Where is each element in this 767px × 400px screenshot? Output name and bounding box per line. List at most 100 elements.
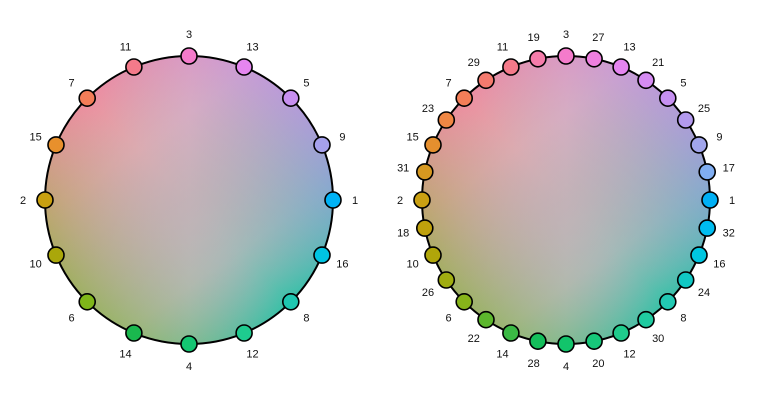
node-dot-9 (313, 136, 331, 154)
color-wheel-right: 1 32 16 24 8 30 12 20 4 28 14 22 6 26 10 18 2 31 15 23 7 29 11… (397, 29, 735, 373)
node-dot-4 (180, 335, 198, 353)
node-label: 15 (29, 132, 41, 144)
node-label: 28 (527, 358, 539, 370)
node-label: 30 (652, 333, 664, 345)
node-label: 2 (397, 195, 403, 207)
node-dot-3 (180, 47, 198, 65)
node-dot-25 (676, 111, 695, 129)
node-dot-17 (698, 163, 717, 181)
node-dot-11 (125, 58, 143, 76)
node-label: 1 (729, 195, 735, 207)
node-dot-6 (455, 292, 474, 311)
node-dot-15 (47, 136, 65, 154)
node-dot-16 (313, 246, 331, 264)
node-label: 16 (336, 259, 348, 271)
node-label: 26 (422, 287, 434, 299)
node-label: 21 (652, 57, 664, 69)
node-label: 14 (119, 348, 131, 360)
node-dot-2 (36, 191, 54, 209)
node-dot-14 (502, 324, 520, 342)
node-label: 23 (422, 103, 434, 115)
node-dot-1 (701, 191, 719, 209)
node-label: 7 (69, 78, 75, 90)
node-label: 14 (496, 348, 508, 360)
node-label: 6 (69, 312, 75, 324)
node-dot-31 (415, 163, 434, 181)
node-label: 8 (303, 312, 309, 324)
node-label: 1 (352, 195, 358, 207)
node-label: 5 (303, 78, 309, 90)
node-dot-24 (676, 271, 695, 289)
node-dot-10 (47, 246, 65, 264)
node-dot-8 (281, 292, 300, 311)
node-label: 9 (716, 132, 722, 144)
node-label: 17 (723, 163, 735, 175)
node-dot-12 (235, 324, 253, 342)
node-dot-16 (690, 246, 708, 264)
node-dot-28 (529, 332, 547, 351)
node-dot-3 (557, 47, 575, 65)
node-dot-12 (612, 324, 630, 342)
node-dot-23 (437, 111, 456, 129)
node-label: 31 (397, 163, 409, 175)
node-dot-5 (658, 89, 677, 107)
node-label: 27 (592, 32, 604, 44)
node-label: 18 (397, 227, 409, 239)
node-dot-4 (557, 335, 575, 353)
node-label: 6 (446, 312, 452, 324)
node-dot-15 (424, 136, 442, 154)
wheel-fill-layer (45, 56, 333, 344)
node-label: 15 (406, 132, 418, 144)
node-label: 3 (563, 29, 569, 41)
node-label: 10 (406, 259, 418, 271)
node-label: 8 (680, 312, 686, 324)
node-dot-5 (281, 89, 300, 107)
node-dot-13 (612, 58, 630, 76)
node-dot-11 (502, 58, 520, 76)
node-label: 7 (446, 78, 452, 90)
node-dot-20 (585, 332, 603, 351)
node-label: 22 (468, 333, 480, 345)
node-label: 19 (527, 32, 539, 44)
node-label: 12 (623, 348, 635, 360)
node-dot-6 (78, 292, 96, 311)
node-dot-19 (529, 49, 547, 68)
node-dot-9 (690, 136, 708, 154)
node-label: 25 (698, 103, 710, 115)
wheel-fill-layer (422, 56, 710, 344)
node-label: 9 (339, 132, 345, 144)
node-label: 2 (20, 195, 26, 207)
node-label: 16 (713, 259, 725, 271)
color-wheel-left: 1 16 8 12 4 14 6 10 2 15 7 11 3 13 5 9 (20, 29, 358, 373)
node-dot-14 (125, 324, 143, 342)
node-label: 13 (623, 42, 635, 54)
node-dot-21 (637, 71, 655, 90)
node-label: 10 (29, 259, 41, 271)
node-label: 11 (497, 42, 508, 54)
node-dot-30 (637, 310, 655, 329)
node-label: 4 (186, 361, 192, 373)
node-label: 24 (698, 287, 710, 299)
node-dot-2 (413, 191, 431, 209)
node-dot-7 (455, 89, 474, 107)
node-dot-1 (324, 191, 342, 209)
node-dot-7 (78, 89, 96, 107)
node-dot-13 (235, 58, 253, 76)
node-label: 12 (246, 348, 258, 360)
node-label: 11 (120, 42, 131, 54)
node-label: 20 (592, 358, 604, 370)
node-dot-32 (698, 219, 717, 237)
node-dot-10 (424, 246, 442, 264)
node-label: 4 (563, 361, 569, 373)
node-dot-26 (437, 271, 456, 289)
node-label: 3 (186, 29, 192, 41)
node-label: 5 (680, 78, 686, 90)
node-label: 32 (723, 227, 735, 239)
node-dot-18 (415, 219, 434, 237)
node-dot-29 (477, 71, 495, 90)
node-dot-22 (477, 310, 495, 329)
node-label: 29 (468, 57, 480, 69)
node-label: 13 (246, 42, 258, 54)
node-dot-27 (585, 49, 603, 68)
